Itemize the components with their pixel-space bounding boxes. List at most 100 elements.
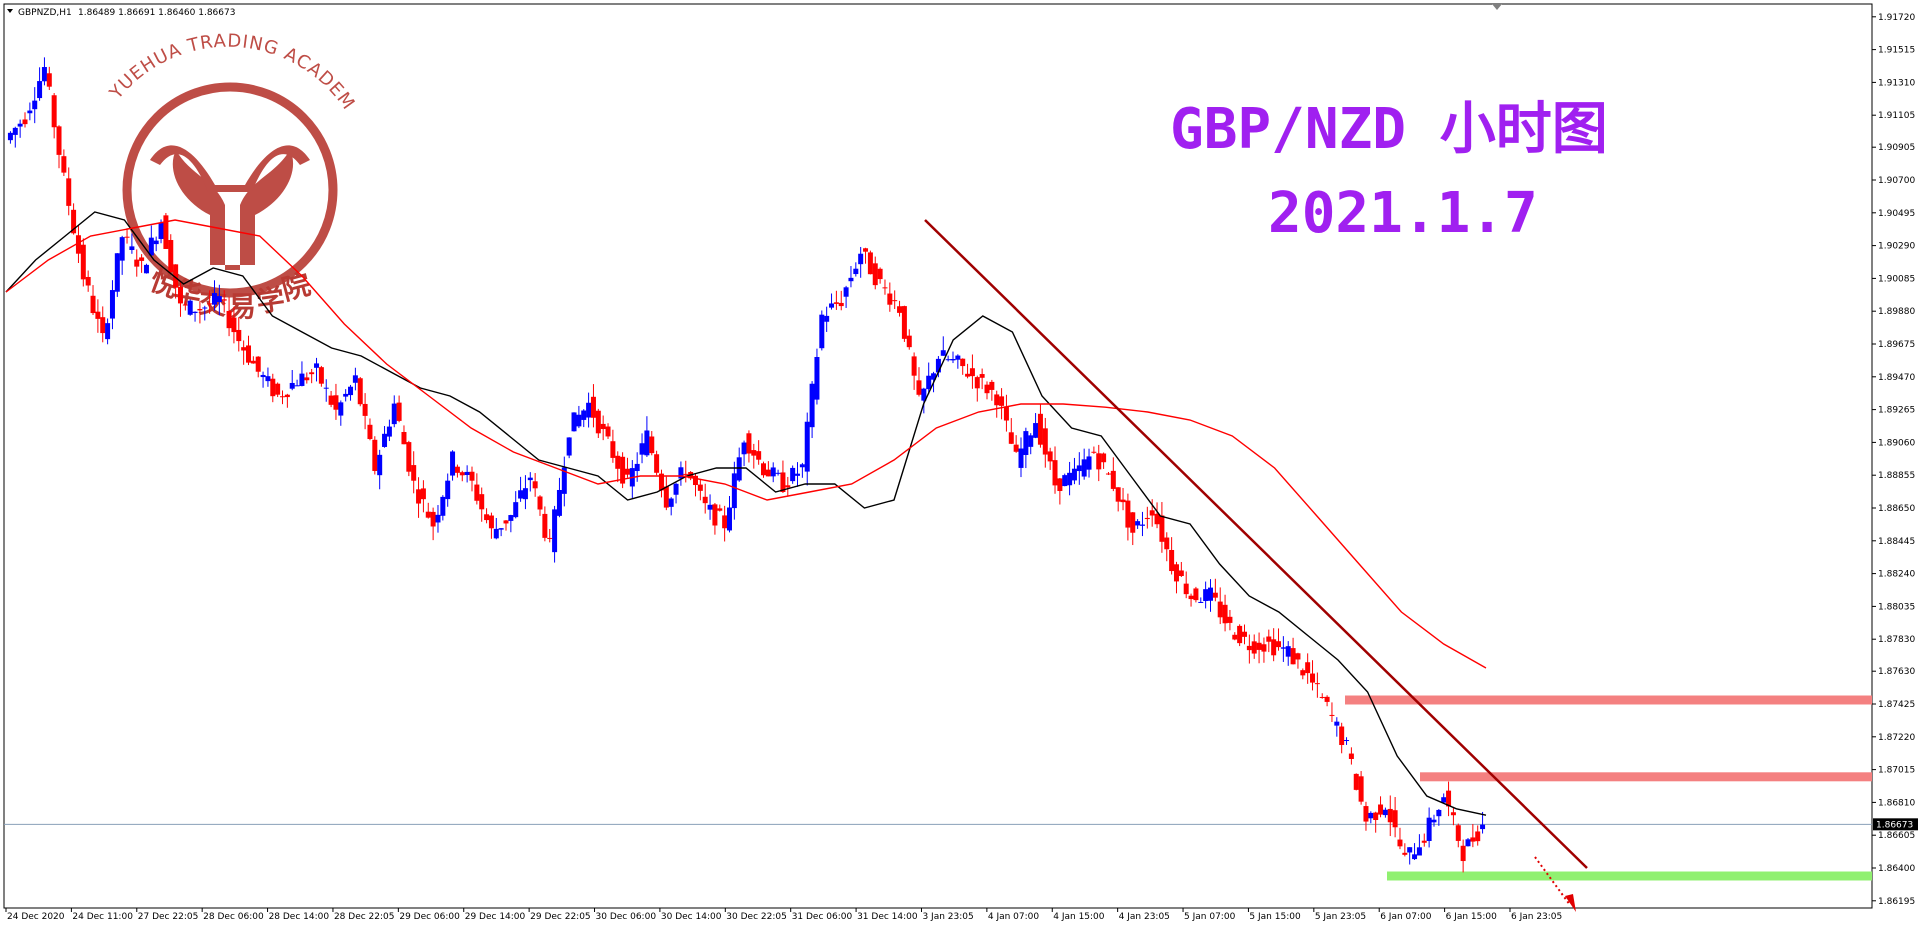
candle-body xyxy=(741,442,747,455)
candle-body xyxy=(435,514,441,523)
candle-body xyxy=(1120,499,1126,503)
candle-body xyxy=(814,356,820,400)
candle-body xyxy=(148,237,154,256)
candle-body xyxy=(663,486,669,508)
candle-body xyxy=(440,496,446,516)
candle-body xyxy=(1028,435,1034,447)
candle-body xyxy=(1387,808,1393,823)
candle-body xyxy=(323,387,329,389)
candle-body xyxy=(931,373,937,380)
candle-body xyxy=(1003,406,1009,421)
candle-body xyxy=(843,287,849,297)
y-tick-label: 1.89265 xyxy=(1878,406,1915,416)
candle-body xyxy=(420,488,426,500)
candle-body xyxy=(1455,825,1461,841)
y-tick-label: 1.86810 xyxy=(1878,798,1915,808)
candle-body xyxy=(1110,470,1116,489)
candle-body xyxy=(692,475,698,486)
candle-body xyxy=(479,494,485,510)
candle-body xyxy=(785,485,791,488)
candle-body xyxy=(1412,854,1418,860)
caret-down-icon[interactable] xyxy=(7,9,13,13)
candle-body xyxy=(362,403,368,416)
candle-body xyxy=(75,235,81,254)
candle-body xyxy=(241,347,247,351)
candle-body xyxy=(1018,448,1024,468)
candle-body xyxy=(153,240,159,245)
candle-body xyxy=(853,268,859,275)
candle-body xyxy=(377,454,383,476)
candle-body xyxy=(1465,839,1471,847)
candle-body xyxy=(182,304,188,306)
candle-body xyxy=(770,467,776,477)
candle-body xyxy=(950,359,956,361)
candle-body xyxy=(566,437,572,456)
candle-body xyxy=(343,393,349,397)
candle-body xyxy=(751,450,757,456)
candle-body xyxy=(168,240,174,272)
candle-body xyxy=(289,382,295,389)
candle-body xyxy=(1105,473,1111,475)
candle-body xyxy=(1426,817,1432,841)
ma-fast-line xyxy=(5,211,1487,816)
candle-body xyxy=(294,385,300,387)
candle-body xyxy=(66,178,72,206)
watermark-cn: 悦华交易学院 xyxy=(146,264,314,323)
candle-body xyxy=(202,307,208,309)
candle-body xyxy=(527,477,533,481)
candle-body xyxy=(994,394,1000,406)
candle-body xyxy=(508,515,514,521)
candle-body xyxy=(1057,478,1063,492)
y-tick-label: 1.87830 xyxy=(1878,635,1915,645)
candle-body xyxy=(1446,790,1452,807)
candle-body xyxy=(173,264,179,288)
candle-body xyxy=(877,268,883,280)
candle-body xyxy=(1276,641,1282,648)
candle-body xyxy=(1139,524,1145,526)
candle-body xyxy=(85,276,91,286)
candle-body xyxy=(702,496,708,504)
candle-body xyxy=(32,100,38,110)
candle-body xyxy=(129,246,135,250)
x-axis: 24 Dec 2020 24 Dec 11:00 27 Dec 22:05 28 De… xyxy=(5,908,1562,922)
candle-body xyxy=(1173,564,1179,582)
candle-body xyxy=(605,426,611,437)
candle-body xyxy=(1159,515,1165,542)
candle-body xyxy=(309,372,315,375)
candle-body xyxy=(416,489,422,504)
candle-body xyxy=(513,502,519,518)
chevron-down-icon[interactable] xyxy=(1492,4,1502,10)
candle-body xyxy=(197,308,203,311)
candle-body xyxy=(1130,512,1136,533)
candle-body xyxy=(989,381,995,390)
candle-body xyxy=(955,355,961,360)
candle-body xyxy=(474,484,480,501)
candle-body xyxy=(1237,625,1243,644)
candle-body xyxy=(1023,431,1029,455)
candle-body xyxy=(464,471,470,476)
candle-body xyxy=(1013,444,1019,452)
candle-body xyxy=(459,472,465,476)
candle-body xyxy=(848,277,854,282)
candle-body xyxy=(143,264,149,274)
candle-body xyxy=(211,293,217,305)
candle-body xyxy=(236,329,242,342)
candle-body xyxy=(658,473,664,491)
candle-body xyxy=(1285,646,1291,657)
candle-body xyxy=(1227,616,1233,623)
candle-body xyxy=(1071,468,1077,481)
candle-body xyxy=(1280,647,1286,649)
candle-body xyxy=(1062,475,1068,487)
candle-body xyxy=(654,454,660,473)
candle-body xyxy=(80,244,86,280)
candle-body xyxy=(396,402,402,421)
candle-body xyxy=(965,373,971,377)
candle-body xyxy=(37,81,43,99)
candle-body xyxy=(348,386,354,396)
candle-body xyxy=(863,248,869,252)
x-tick-label: 27 Dec 22:05 xyxy=(138,912,199,922)
x-tick-label: 4 Jan 07:00 xyxy=(988,912,1040,922)
candle-body xyxy=(503,520,509,524)
candle-body xyxy=(100,317,106,334)
